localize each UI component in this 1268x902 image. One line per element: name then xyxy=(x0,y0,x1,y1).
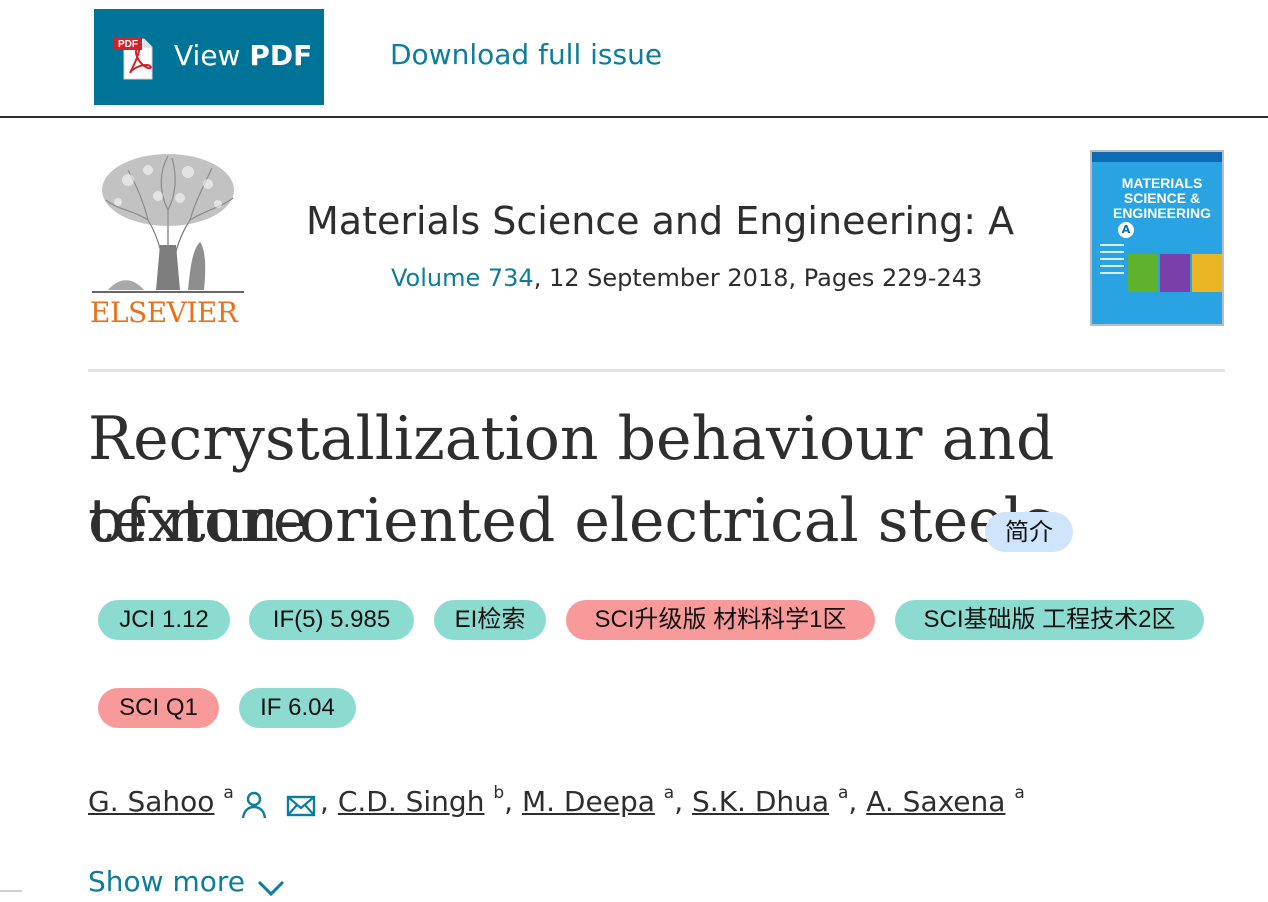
article-title-line-2: of non-oriented electrical steels xyxy=(88,486,1054,556)
author-link[interactable]: A. Saxena xyxy=(866,785,1006,818)
header-divider xyxy=(88,369,1225,372)
download-full-issue-link[interactable]: Download full issue xyxy=(390,38,663,71)
chevron-down-icon[interactable] xyxy=(256,878,286,898)
view-pdf-button[interactable]: PDF View PDF xyxy=(94,9,324,105)
envelope-icon[interactable] xyxy=(286,794,316,818)
author-separator: , xyxy=(320,785,329,818)
top-toolbar: PDF View PDF Download full issue xyxy=(0,0,1268,118)
tag-sci-upgraded[interactable]: SCI升级版 材料科学1区 xyxy=(566,600,875,640)
author-link[interactable]: M. Deepa xyxy=(521,785,655,818)
show-more-link[interactable]: Show more xyxy=(88,865,245,898)
article-title-line-1: Recrystallization behaviour and texture xyxy=(88,404,1055,556)
person-icon[interactable] xyxy=(240,790,268,820)
issue-info: Volume 734, 12 September 2018, Pages 229… xyxy=(391,262,982,294)
author-list-rest: , C.D. Singh b, M. Deepa a, S.K. Dhua a,… xyxy=(320,782,1025,822)
publisher-wordmark: ELSEVIER xyxy=(90,296,238,329)
cover-micrograph-yellow xyxy=(1192,254,1222,292)
cover-letter: A xyxy=(1118,222,1134,238)
author-separator: , xyxy=(504,785,514,818)
author-separator: , xyxy=(674,785,684,818)
summary-badge[interactable]: 简介 xyxy=(985,512,1073,552)
author-affiliation: b xyxy=(493,783,505,803)
view-pdf-label: View PDF xyxy=(174,39,312,73)
journal-title[interactable]: Materials Science and Engineering: A xyxy=(306,199,1015,243)
tag-ei[interactable]: EI检索 xyxy=(434,600,546,640)
tag-jci[interactable]: JCI 1.12 xyxy=(98,600,230,640)
tag-sci-q1[interactable]: SCI Q1 xyxy=(98,688,219,728)
cover-text-lines xyxy=(1100,244,1124,279)
author-affiliation: a xyxy=(223,783,234,803)
author-link[interactable]: S.K. Dhua xyxy=(692,785,830,818)
author-affiliation: a xyxy=(837,783,849,803)
pdf-file-icon: PDF xyxy=(114,37,153,80)
author-affiliation: a xyxy=(1014,783,1025,803)
cover-title: MATERIALS SCIENCE & ENGINEERING xyxy=(1112,175,1211,221)
view-pdf-prefix: View xyxy=(174,39,241,72)
scroll-edge-marker xyxy=(0,890,22,892)
tag-sci-basic[interactable]: SCI基础版 工程技术2区 xyxy=(895,600,1204,640)
volume-link[interactable]: Volume 734 xyxy=(391,264,534,292)
cover-top-band xyxy=(1092,152,1222,162)
author-first: G. Sahoo a xyxy=(88,782,234,822)
cover-micrograph-purple xyxy=(1160,254,1190,292)
pdf-icon-text: PDF xyxy=(118,39,138,50)
author-link[interactable]: G. Sahoo xyxy=(88,785,215,818)
journal-cover[interactable]: MATERIALS SCIENCE & ENGINEERING A xyxy=(1090,150,1224,326)
author-link[interactable]: C.D. Singh xyxy=(337,785,485,818)
issue-details: , 12 September 2018, Pages 229-243 xyxy=(533,264,983,292)
cover-micrograph-green xyxy=(1128,254,1158,292)
author-separator: , xyxy=(848,785,858,818)
tag-if[interactable]: IF 6.04 xyxy=(239,688,356,728)
author-affiliation: a xyxy=(663,783,675,803)
view-pdf-bold: PDF xyxy=(249,39,313,72)
tag-if5[interactable]: IF(5) 5.985 xyxy=(249,600,414,640)
elsevier-tree-logo[interactable] xyxy=(88,150,248,330)
